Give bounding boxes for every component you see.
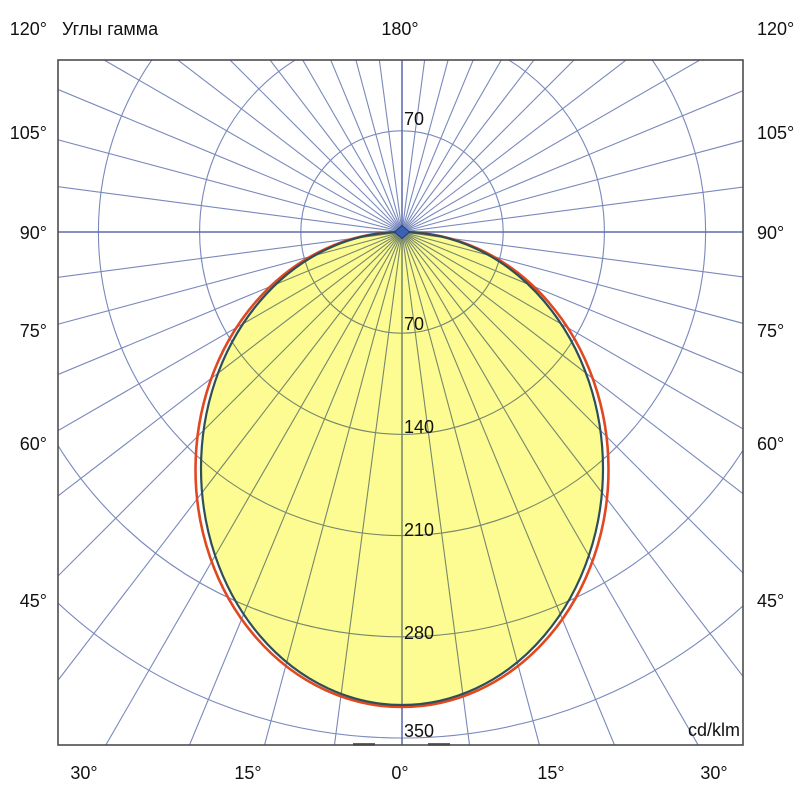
gamma-label-right-45: 45° [757,591,784,611]
gamma-label-left-90: 90° [20,223,47,243]
radial-tick-70: 70 [404,314,424,334]
unit-label: cd/klm [688,720,740,740]
radial-tick-280: 280 [404,623,434,643]
gamma-label-left-45: 45° [20,591,47,611]
radial-tick-350: 350 [404,721,434,741]
gamma-label-bottom-0: 30° [70,763,97,783]
gamma-label-top-180: 180° [381,19,418,39]
pole-marker-icon [393,224,411,240]
gamma-label-right-75: 75° [757,321,784,341]
gamma-label-bottom-1: 15° [234,763,261,783]
chart-frame [57,59,744,746]
gamma-label-left-105: 105° [10,123,47,143]
gamma-label-bottom-3: 15° [537,763,564,783]
radial-tick-upper-70: 70 [404,109,424,129]
gamma-label-left-75: 75° [20,321,47,341]
diagram-title: Углы гамма [62,19,159,39]
gamma-label-bottom-2: 0° [391,763,408,783]
gamma-label-right-90: 90° [757,223,784,243]
gamma-label-right-120: 120° [757,19,794,39]
gamma-label-bottom-4: 30° [700,763,727,783]
gamma-label-left-60: 60° [20,434,47,454]
radial-tick-210: 210 [404,520,434,540]
gamma-label-right-105: 105° [757,123,794,143]
radial-tick-140: 140 [404,417,434,437]
gamma-label-left-120: 120° [10,19,47,39]
gamma-label-right-60: 60° [757,434,784,454]
